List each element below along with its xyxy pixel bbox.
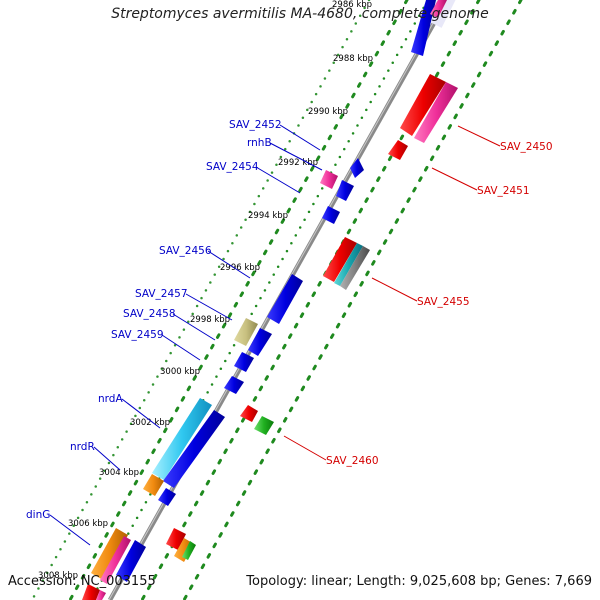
tick-label: 3002 kbp [130,418,170,428]
gene-top-pink [430,0,447,18]
dotted-track-2 [89,0,430,600]
reverse-gene-label: SAV_2460 [326,455,379,467]
label-leader-line [185,293,233,321]
tick-label: 2990 kbp [308,107,348,117]
reverse-gene-label: SAV_2451 [477,185,530,197]
label-leader-line [255,166,301,194]
gene-sav2454 [336,180,354,201]
forward-genes [82,0,447,600]
dotted-track-1 [30,0,371,600]
forward-gene-label: rnhB [247,137,272,149]
gene-sav2454b [322,206,340,224]
tick-label: 2996 kbp [220,263,260,273]
gene-rnhb [320,170,338,189]
label-leader-line [93,446,121,471]
gene-nrdr-b [158,488,176,506]
forward-gene-label: SAV_2454 [206,161,259,173]
tick-label: 2998 kbp [190,315,230,325]
tick-label: 3006 kbp [68,519,108,529]
gene-sav2459 [234,352,254,372]
label-leader-line [49,514,91,546]
gene-sav2455-gray [340,246,370,290]
tick-label: 3004 kbp [99,468,139,478]
gene-sav2450b [414,82,458,143]
gene-bottom-red [82,584,100,600]
gene-sav2455-teal [334,243,363,286]
dotted-track-0 [68,0,409,600]
gene-sav2451 [388,140,408,160]
gene-sav2460b [254,416,274,435]
gene-sav2457 [234,318,258,346]
gene-sav2455-red [323,237,357,282]
label-leader-line [283,435,327,461]
gene-ding-pink [100,536,131,584]
tick-label: 3000 kbp [160,367,200,377]
forward-gene-label: nrdA [98,393,123,405]
reverse-gene-label: SAV_2455 [417,296,470,308]
label-leader-line [269,142,323,171]
gene-sav2456 [267,274,303,324]
tick-label: 3008 kbp [38,571,78,581]
label-leader-line [279,124,321,151]
tick-marks: 2986 kbp 2988 kbp 2990 kbp 2992 kbp 2994 kbp… [38,0,373,581]
tick-label: 2992 kbp [278,158,318,168]
gene-sav2459b [224,376,244,394]
forward-gene-label: SAV_2457 [135,288,188,300]
label-leader-line [207,250,251,279]
label-leader-line [431,167,478,191]
gene-sav2450 [400,74,446,136]
forward-gene-label: SAV_2458 [123,308,176,320]
tick-label: 2986 kbp [332,0,372,10]
gene-ding-orange [91,528,128,580]
label-leader-line [161,334,201,361]
reverse-genes [166,74,458,562]
gene-ding-blue [116,540,146,582]
gene-nrdr [143,474,164,496]
label-leader-line [121,398,161,429]
tick-label: 2988 kbp [333,54,373,64]
gene-labels: SAV_2452 rnhB SAV_2454 SAV_2456 SAV_2457 SAV_… [26,119,553,546]
reverse-gene-label: SAV_2450 [500,141,553,153]
dotted-track-4 [182,0,523,600]
gene-sav2460 [240,405,258,422]
map-title: Streptomyces avermitilis MA-4680, comple… [111,6,489,22]
genome-stats-label: Topology: linear; Length: 9,025,608 bp; … [246,574,592,589]
gene-nrda [152,398,212,480]
label-leader-line [371,277,418,302]
forward-gene-label: nrdR [70,441,95,453]
forward-gene-label: SAV_2459 [111,329,164,341]
gene-bottom-right-red [166,528,186,550]
label-leader-line [172,313,216,341]
gene-nrda-b [163,410,225,488]
gene-bottom-right-green [182,541,196,560]
gene-bottom-pink [96,590,106,600]
tick-label: 2994 kbp [248,211,288,221]
forward-gene-label: dinG [26,509,50,521]
forward-gene-label: SAV_2452 [229,119,282,131]
gene-sav2452 [350,158,364,178]
accession-label: Accession: NC_003155 [8,574,156,589]
label-leader-line [457,125,501,147]
forward-gene-label: SAV_2456 [159,245,212,257]
gene-sav2458 [248,328,272,356]
gene-top-blue [411,0,436,56]
